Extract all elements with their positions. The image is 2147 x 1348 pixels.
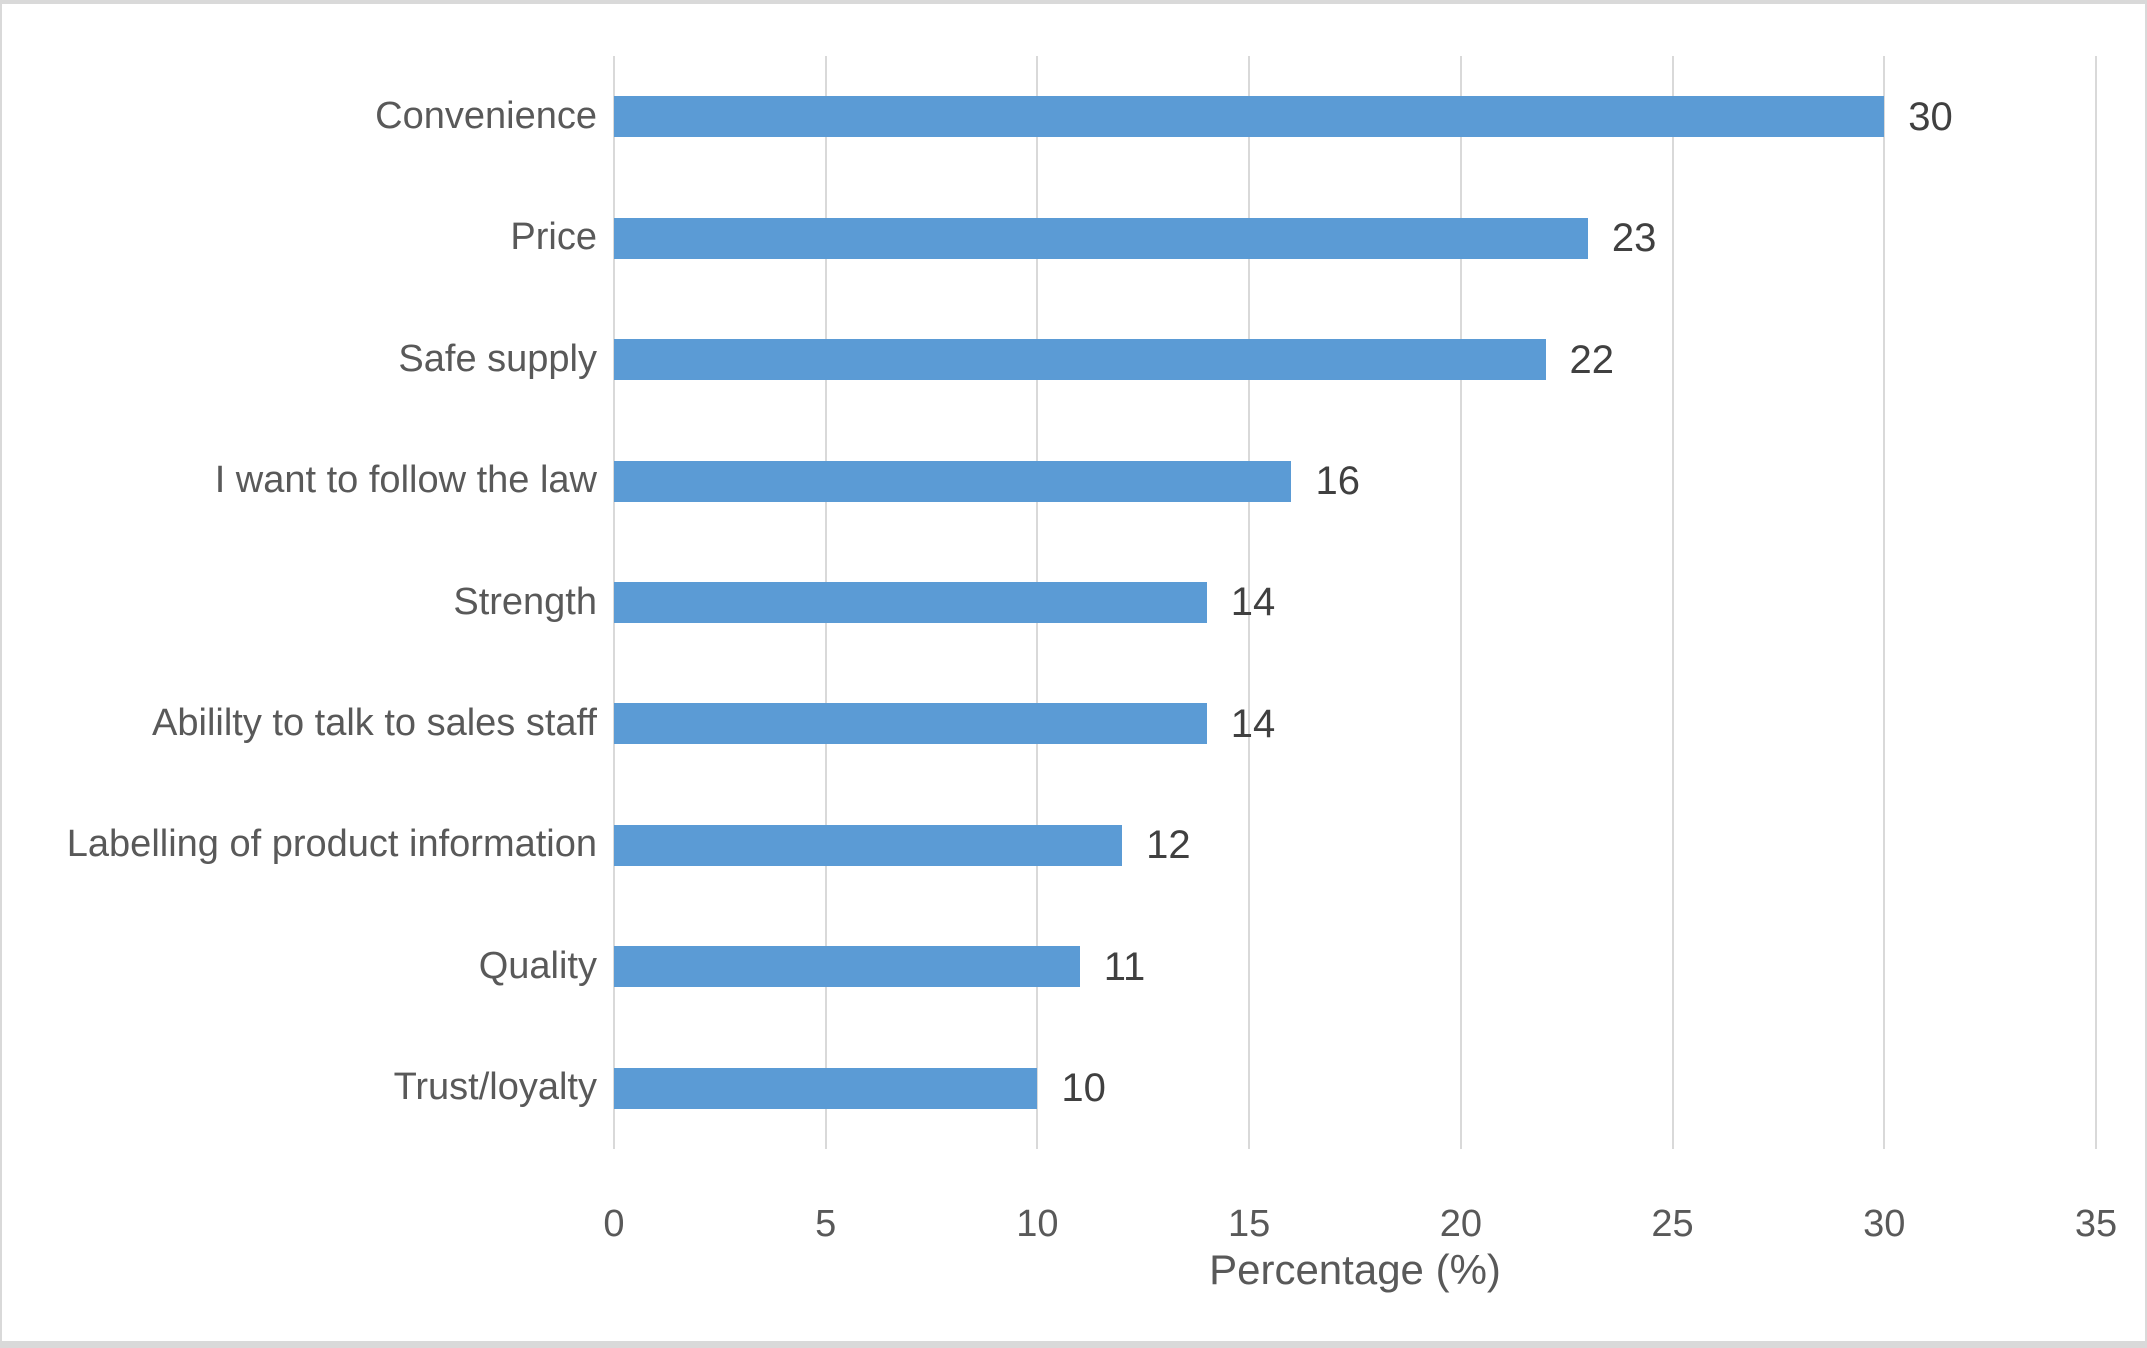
category-label: Strength bbox=[453, 580, 597, 623]
gridline-x-30 bbox=[1883, 56, 1886, 1149]
bar bbox=[614, 946, 1080, 988]
gridline-x-20 bbox=[1459, 56, 1462, 1149]
category-label: Safe supply bbox=[398, 337, 597, 380]
x-axis-title: Percentage (%) bbox=[1209, 1246, 1501, 1293]
bar bbox=[614, 1067, 1038, 1109]
bar-row: 10 bbox=[614, 1028, 2096, 1149]
value-label: 14 bbox=[1230, 701, 1276, 746]
bar bbox=[614, 581, 1207, 623]
x-tick-label: 30 bbox=[1863, 1203, 1906, 1245]
value-label: 16 bbox=[1315, 459, 1360, 504]
bar bbox=[614, 460, 1292, 502]
value-label: 22 bbox=[1569, 337, 1615, 382]
category-label: Price bbox=[510, 216, 597, 259]
bar-row: 11 bbox=[614, 906, 2096, 1027]
x-tick-label: 35 bbox=[2074, 1203, 2118, 1245]
category-label: I want to follow the law bbox=[214, 459, 597, 502]
value-label: 30 bbox=[1908, 94, 1953, 139]
value-label: 12 bbox=[1146, 823, 1191, 868]
x-tick-label: 10 bbox=[1016, 1203, 1059, 1245]
value-label: 23 bbox=[1611, 216, 1657, 261]
value-label: 10 bbox=[1061, 1066, 1106, 1111]
category-axis: Convenience Price Safe supply I want to fol… bbox=[2, 56, 597, 1149]
bar-row: 14 bbox=[614, 542, 2096, 663]
x-tick-label: 15 bbox=[1228, 1203, 1271, 1245]
bar-row: 14 bbox=[614, 663, 2096, 784]
plot-area: 30 23 22 16 14 14 12 11 10 bbox=[613, 56, 2097, 1149]
gridline-x-35 bbox=[2095, 56, 2097, 1149]
x-tick-label: 0 bbox=[603, 1203, 625, 1245]
value-label: 11 bbox=[1103, 944, 1146, 989]
x-axis-ticks: 0 5 10 15 20 25 30 35 bbox=[603, 1149, 2117, 1259]
bar-row: 30 bbox=[614, 56, 2096, 177]
category-label: Convenience bbox=[375, 94, 597, 137]
gridline-x-15 bbox=[1248, 56, 1251, 1149]
bar-row: 12 bbox=[614, 785, 2096, 906]
bar-row: 16 bbox=[614, 420, 2096, 541]
value-label: 14 bbox=[1230, 580, 1276, 625]
bar bbox=[614, 96, 1885, 138]
category-label: Labelling of product information bbox=[66, 823, 597, 866]
gridline-x-25 bbox=[1671, 56, 1674, 1149]
bar-row: 22 bbox=[614, 299, 2096, 420]
bar bbox=[614, 339, 1546, 381]
x-tick-label: 5 bbox=[815, 1203, 837, 1245]
bar bbox=[614, 217, 1588, 259]
x-tick-label: 20 bbox=[1439, 1203, 1482, 1245]
bar bbox=[614, 703, 1207, 745]
category-label: Abililty to talk to sales staff bbox=[152, 702, 597, 745]
bar-row: 23 bbox=[614, 177, 2096, 298]
category-label: Quality bbox=[478, 944, 597, 987]
bar bbox=[614, 824, 1123, 866]
category-label: Trust/loyalty bbox=[393, 1066, 597, 1109]
x-tick-label: 25 bbox=[1651, 1203, 1694, 1245]
